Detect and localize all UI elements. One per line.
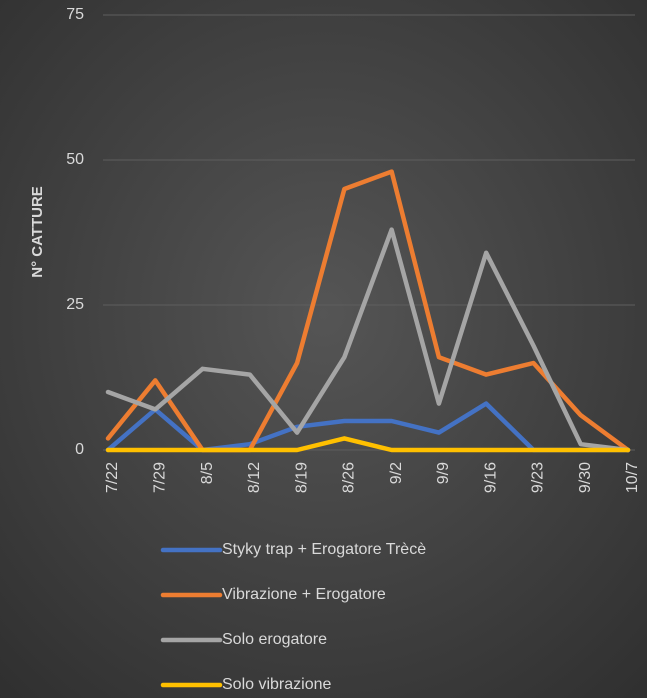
x-tick-label: 9/9 [435,462,452,484]
series-line [105,227,631,453]
legend-label: Styky trap + Erogatore Trècè [222,541,426,558]
y-axis-label: N° CATTURE [29,186,46,278]
y-tick-label: 0 [75,441,84,458]
y-tick-label: 50 [66,151,84,168]
legend-label: Solo erogatore [222,631,327,648]
series-line [105,436,631,453]
x-tick-label: 9/16 [482,462,499,493]
x-tick-label: 10/7 [624,462,641,493]
x-tick-label: 9/30 [577,462,594,493]
x-tick-label: 8/26 [341,462,358,493]
series-line [105,169,631,453]
x-tick-label: 8/5 [199,462,216,484]
y-tick-label: 75 [66,6,84,23]
legend-label: Solo vibrazione [222,676,332,693]
y-tick-label: 25 [66,296,84,313]
x-tick-label: 8/12 [246,462,263,493]
legend-label: Vibrazione + Erogatore [222,586,386,603]
x-tick-label: 7/22 [104,462,121,493]
x-tick-label: 9/23 [530,462,547,493]
x-tick-label: 8/19 [293,462,310,493]
x-tick-label: 7/29 [151,462,168,493]
x-tick-label: 9/2 [388,462,405,484]
